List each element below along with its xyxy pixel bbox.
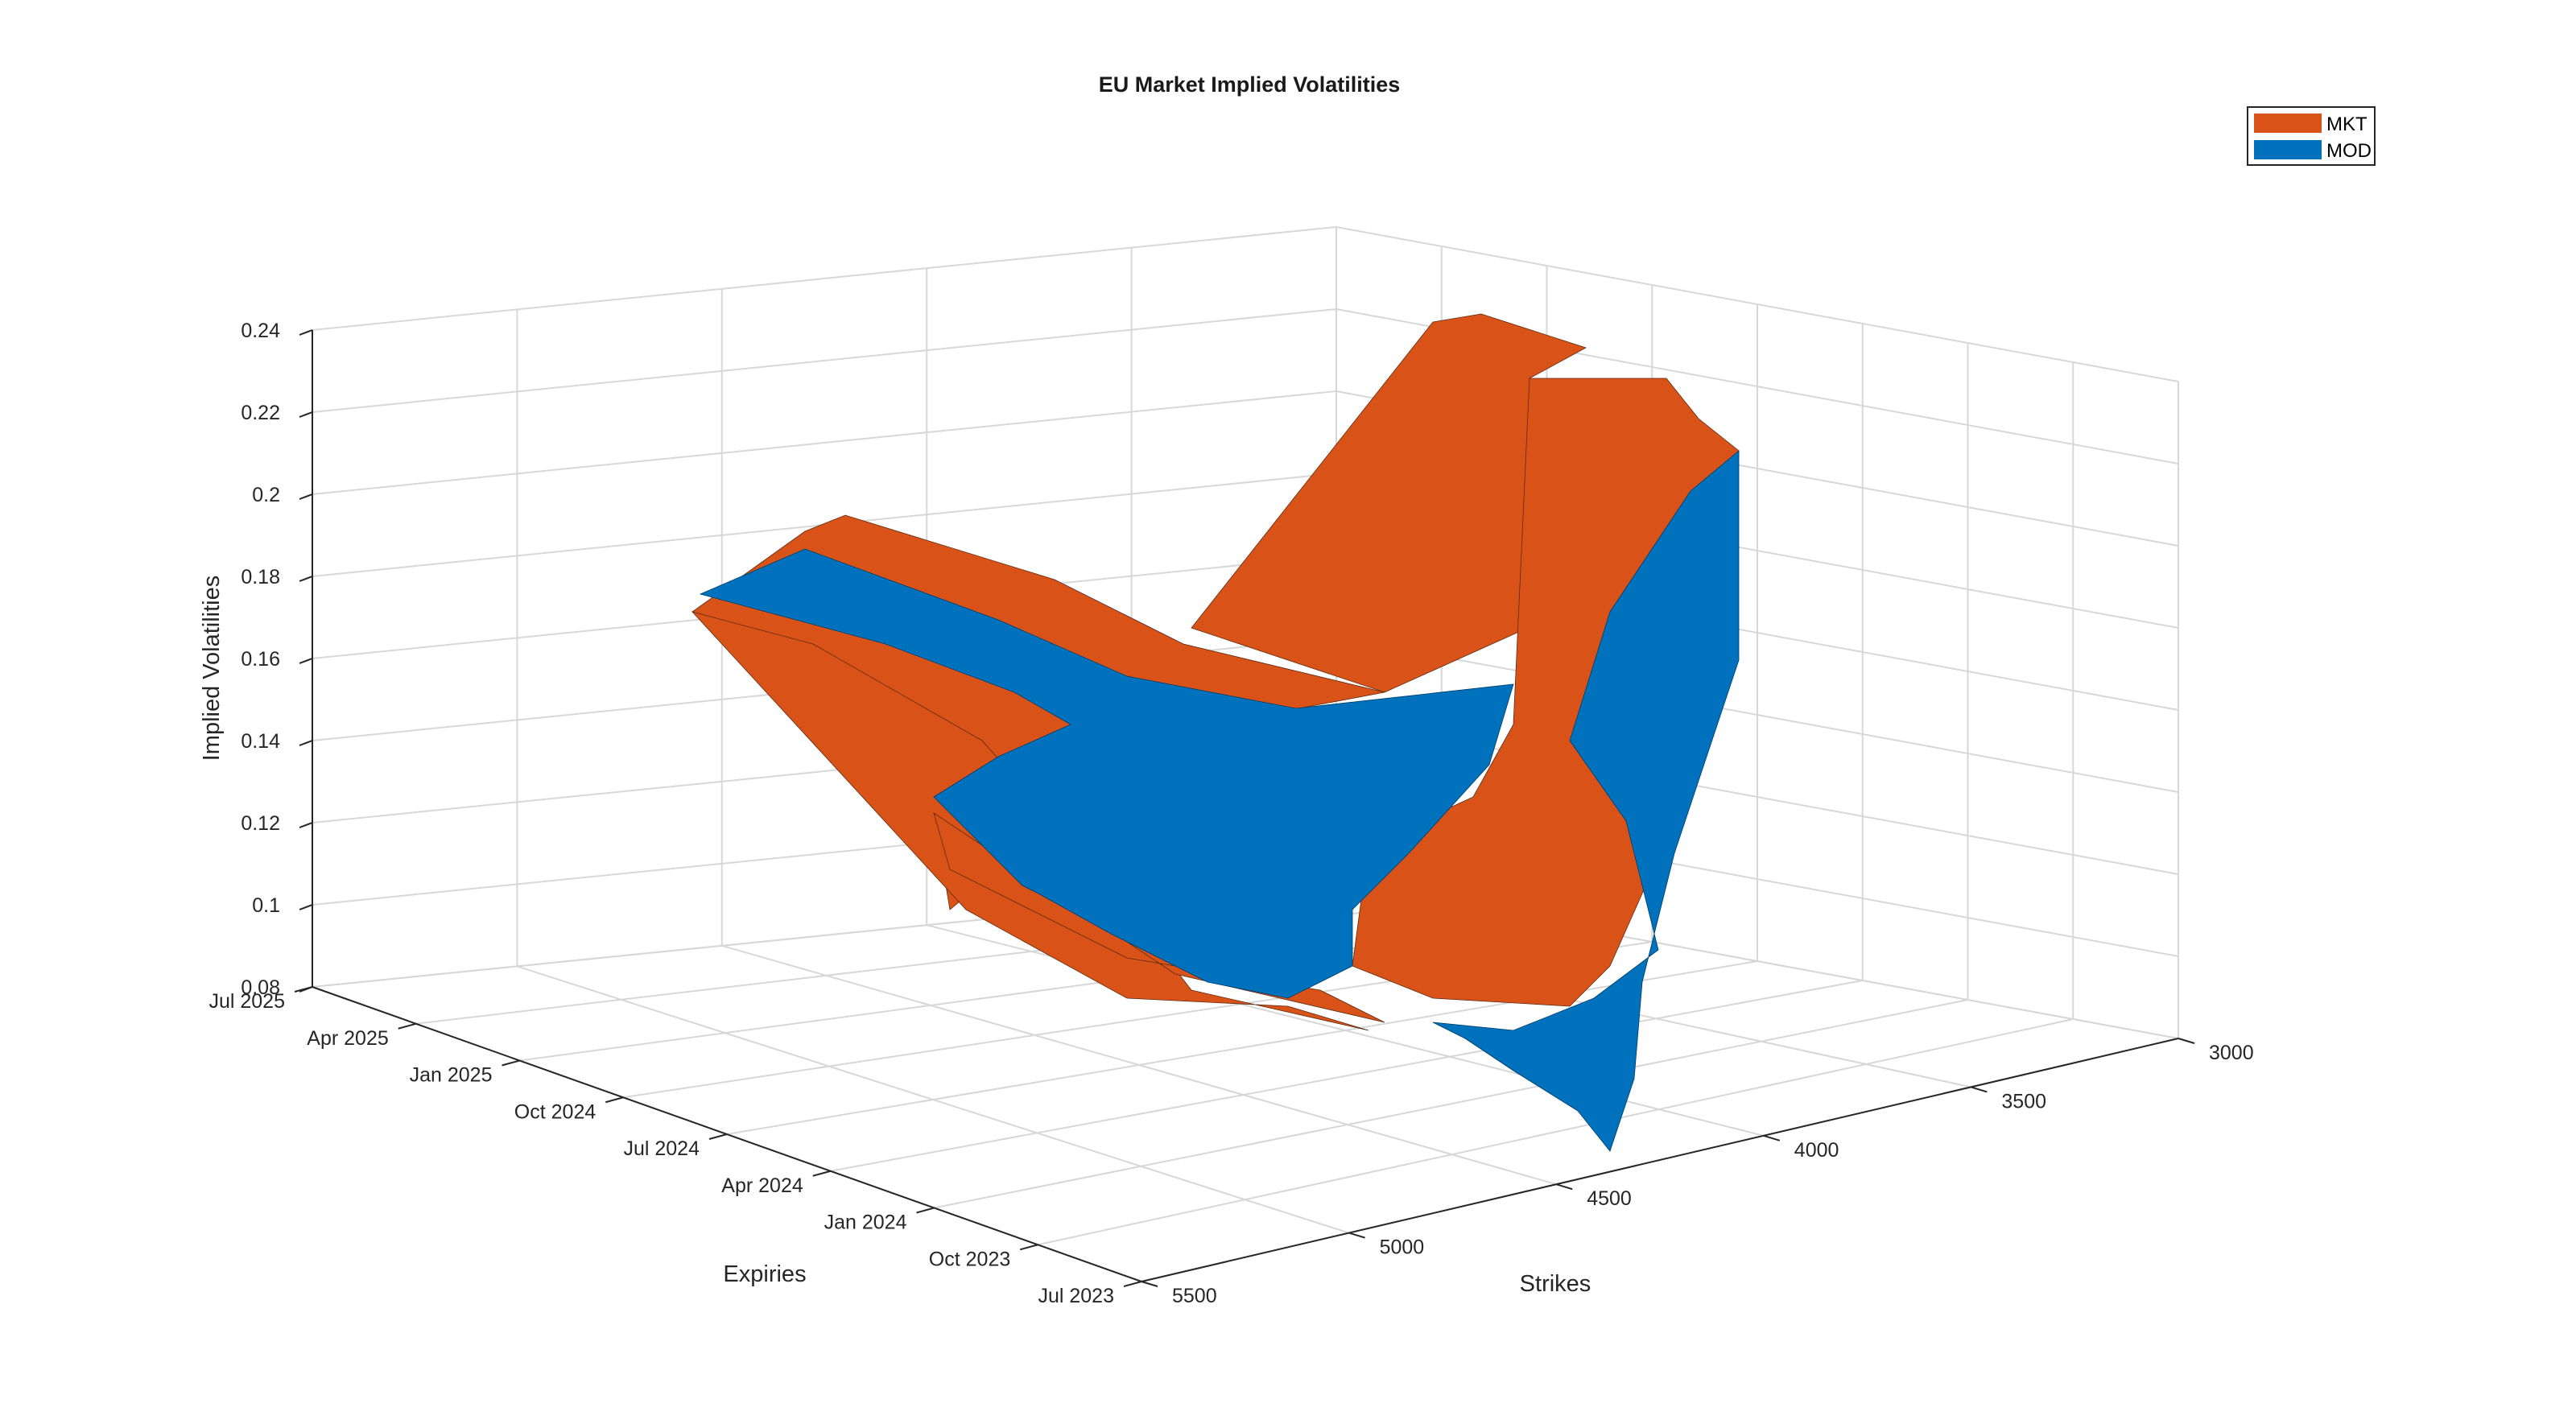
z-tick-label: 0.16 [241,648,280,671]
y-tick [294,986,313,993]
z-tick-label: 0.08 [241,976,280,999]
legend-label-mkt: MKT [2326,114,2368,135]
chart-title: EU Market Implied Volatilities [1099,72,1401,97]
y-tick-label: Apr 2025 [307,1027,388,1050]
legend: MKT MOD [2247,106,2376,166]
z-tick-label: 0.18 [241,566,280,588]
x-tick-label: 4000 [1794,1139,1839,1162]
y-tick-label: Apr 2024 [721,1174,803,1197]
z-tick [299,493,313,500]
z-gridline [312,308,2179,464]
z-tick-label: 0.1 [252,894,280,917]
y-tick [916,1207,935,1214]
x-tick-label: 3500 [2001,1090,2046,1112]
x-tick-label: 4500 [1587,1187,1632,1210]
x-axis-line [1141,1038,2179,1282]
x-tick [1555,1183,1573,1191]
legend-label-mod: MOD [2326,140,2372,162]
y-axis-label: Expiries [723,1261,806,1287]
x-axis-label: Strikes [1520,1271,1591,1297]
x-gridline [720,288,1557,1186]
z-tick [299,904,313,910]
z-tick-label: 0.24 [241,320,280,342]
y-tick [812,1170,832,1177]
y-tick-label: Jan 2025 [410,1064,493,1087]
z-gridline [312,225,2179,382]
x-tick [1141,1281,1158,1287]
z-tick [299,576,313,582]
y-tick [1123,1281,1142,1287]
z-tick [299,329,313,336]
x-gridline [516,309,1349,1234]
surface-plot [691,313,1740,1152]
y-tick-label: Oct 2024 [514,1100,597,1123]
y-tick [708,1133,728,1140]
z-tick [299,411,313,418]
z-tick [299,658,313,664]
tick-labels: 0.08 0.1 0.12 0.14 0.16 0.18 0.2 0.22 0.24 Jul 20… [208,320,2253,1307]
legend-swatch-mod [2254,140,2322,159]
x-tick-label: 5000 [1380,1236,1425,1259]
z-tick [299,740,313,746]
y-tick-label: Jul 2025 [208,990,285,1013]
x-tick-label: 3000 [2209,1042,2254,1064]
surface-mod [699,450,1740,1152]
z-tick [299,822,313,828]
y-tick-label: Jul 2024 [623,1137,700,1160]
x-tick [2178,1038,2195,1044]
z-gridline [312,390,2179,547]
x-gridline [926,268,1765,1137]
z-tick-label: 0.2 [252,484,280,506]
x-tick-label: 5500 [1172,1285,1217,1307]
x-tick [1763,1134,1781,1141]
x-tick [1971,1086,1988,1093]
z-tick-label: 0.14 [241,730,280,753]
y-tick-label: Oct 2023 [929,1248,1010,1270]
legend-swatch-mkt [2254,114,2322,133]
x-tick [1348,1232,1365,1239]
z-tick-label: 0.22 [241,402,280,424]
mkt-surface-front-edge [933,812,1385,1023]
y-tick-label: Jan 2024 [824,1212,907,1234]
mod-surface-right-wing [1432,450,1740,1152]
z-tick-label: 0.12 [241,812,280,835]
y-tick [398,1022,417,1030]
mod-surface-main [699,548,1514,999]
z-axis-label: Implied Volatilities [199,576,225,762]
y-tick [502,1059,520,1067]
y-tick [605,1096,624,1104]
axes-frame [294,329,2195,1287]
y-tick [1019,1244,1038,1251]
y-tick-label: Jul 2023 [1038,1285,1114,1307]
